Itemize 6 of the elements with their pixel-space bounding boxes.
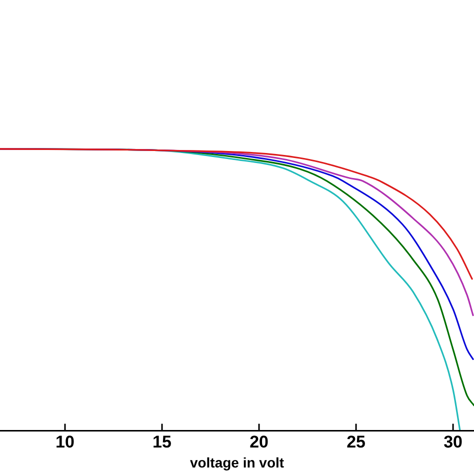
x-tick-label: 25 — [346, 432, 366, 452]
x-tick-label: 10 — [56, 432, 74, 452]
x-tick-label: 15 — [152, 432, 172, 452]
x-axis-title: voltage in volt — [190, 454, 284, 470]
x-tick-label: 20 — [250, 432, 268, 452]
x-tick-label: 30 — [444, 432, 463, 452]
